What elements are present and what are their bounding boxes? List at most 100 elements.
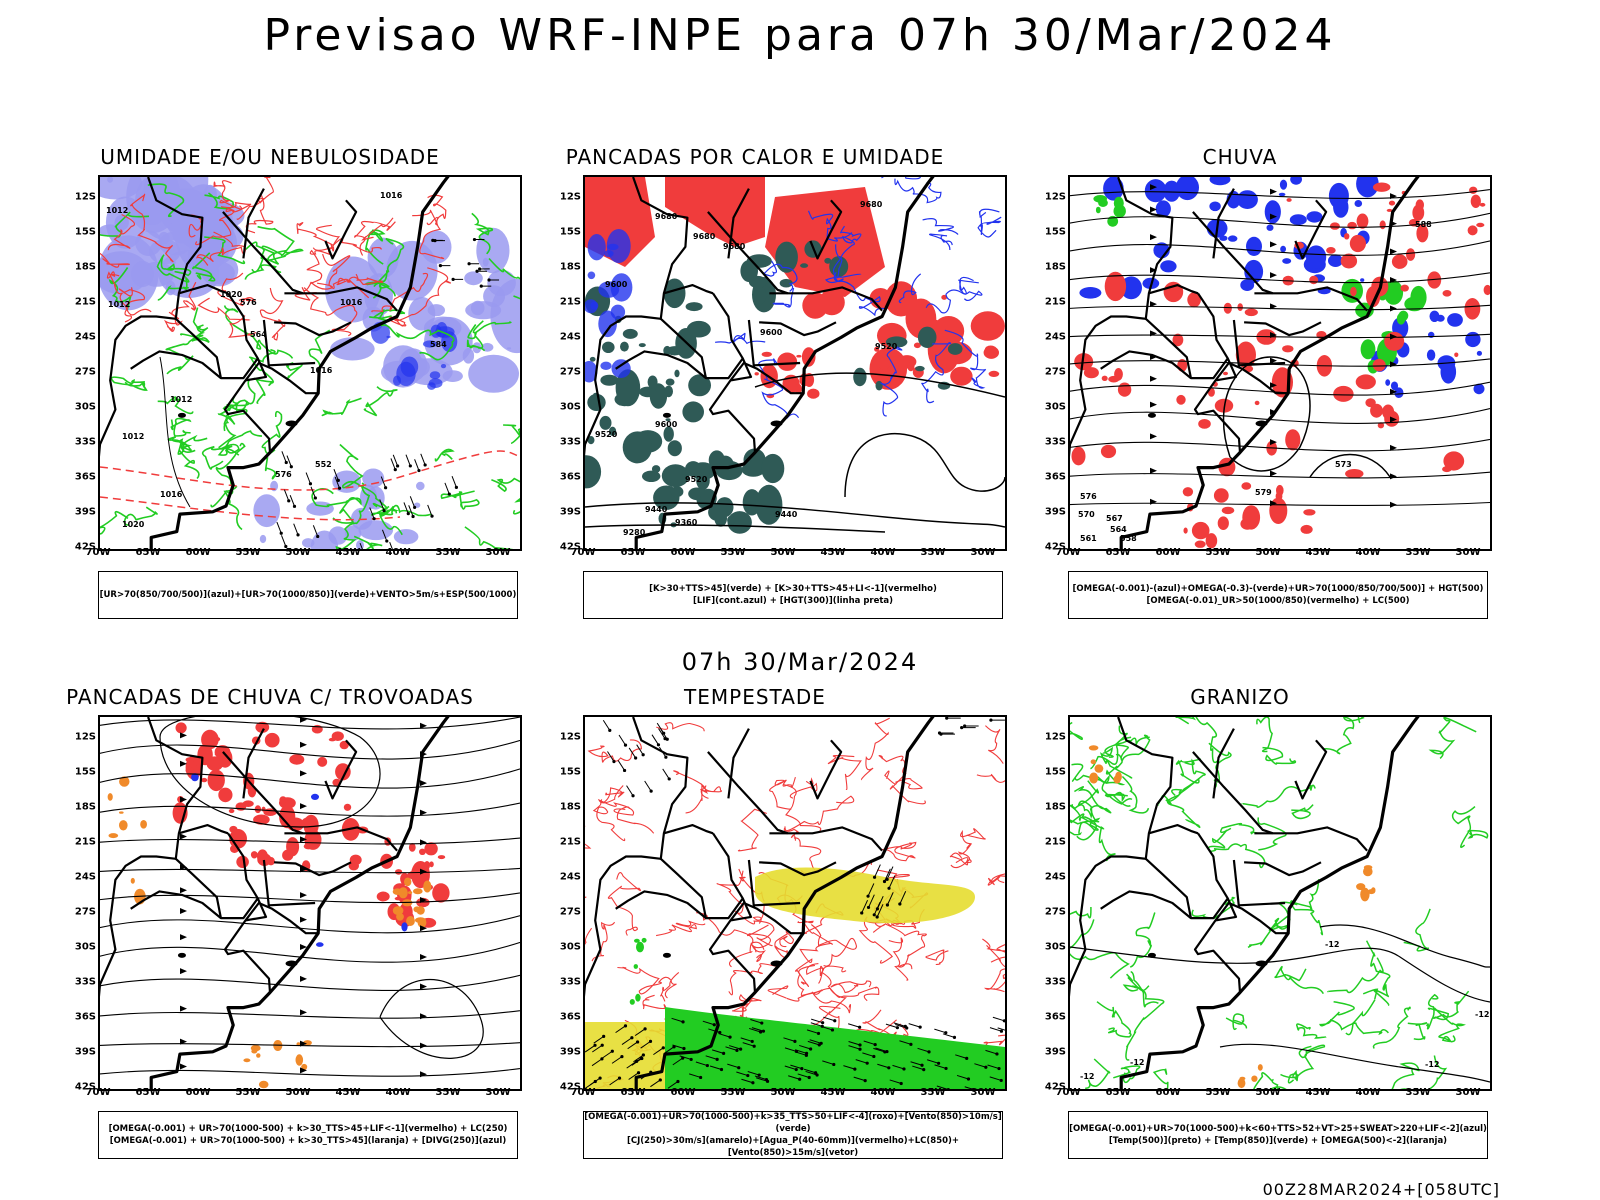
- unstable-area: [413, 906, 421, 913]
- instability-area: [907, 361, 915, 372]
- thunderstorm-area: [207, 769, 225, 792]
- wind-vector: [964, 1086, 974, 1089]
- wind-vector: [656, 743, 661, 747]
- thunderstorm-area: [424, 842, 438, 856]
- thickness-contour: [107, 213, 136, 251]
- lif-contour: [978, 208, 1000, 227]
- wind-vector: [956, 1074, 969, 1080]
- latitude-tick-label: 30S: [74, 941, 96, 953]
- thunderstorm-panel: PANCADAS DE CHUVA C/ TROVOADAS 12S 15S 18S 2…: [30, 685, 522, 1159]
- wind-vector: [893, 1022, 906, 1027]
- state-border: [130, 890, 222, 919]
- legend-box: [K>30+TTS>45](verde) + [K>30+TTS>45+LI<-…: [583, 571, 1003, 619]
- thickness-contour: [419, 194, 447, 260]
- rain-area: [1198, 419, 1211, 429]
- wind-vector: [942, 1033, 955, 1038]
- wind-vector: [406, 512, 410, 516]
- wind-vector: [952, 1035, 957, 1039]
- state-border: [147, 717, 204, 834]
- temperature-850-contour: [1407, 1021, 1428, 1041]
- wind-vector: [908, 1023, 921, 1028]
- streamline-arrow: [1150, 498, 1157, 505]
- longitude-tick-label: 35W: [920, 547, 946, 558]
- wind-vector: [634, 756, 638, 760]
- omega-area: [1175, 177, 1199, 201]
- heat-humidity-area: [686, 320, 711, 338]
- streamline-arrow: [1390, 501, 1397, 508]
- heat-humidity-area: [666, 346, 683, 356]
- omega-area: [1209, 201, 1221, 212]
- omega-area: [1429, 310, 1440, 322]
- contour-label: 573: [1335, 460, 1352, 469]
- precipitable-water-contour: [885, 908, 925, 929]
- height-contour: [1070, 381, 1490, 396]
- state-border: [1244, 321, 1322, 337]
- lif-contour: [922, 218, 959, 235]
- latitude-tick-label: 39S: [74, 506, 96, 518]
- streamline-arrow: [420, 983, 427, 990]
- instability-area: [754, 372, 759, 376]
- omega-500-area: [1094, 764, 1104, 773]
- low-level-humidity-contour: [108, 267, 132, 311]
- wind-vector: [800, 1067, 804, 1071]
- wind-vector: [754, 1075, 767, 1081]
- thunderstorm-area: [255, 721, 270, 733]
- height-contour: [1070, 212, 1490, 228]
- wind-vector: [751, 1027, 764, 1032]
- wind-vector: [793, 1039, 797, 1043]
- low-level-humidity-contour: [261, 410, 283, 480]
- wind-vector: [895, 1023, 907, 1029]
- heat-humidity-area: [647, 375, 658, 389]
- precipitable-water-contour: [806, 963, 880, 1002]
- wind-vector: [667, 1081, 679, 1089]
- contour-label: 9360: [675, 518, 698, 527]
- rain-area: [1300, 524, 1313, 534]
- divergence-area: [191, 773, 199, 782]
- latitude-tick-label: 42S: [1044, 541, 1066, 553]
- heat-humidity-area: [602, 341, 615, 353]
- heat-showers-panel: PANCADAS POR CALOR E UMIDADE 12S 15S 18S 21S…: [515, 145, 1007, 619]
- streamline-arrow: [1270, 382, 1277, 389]
- temperature-500-contour: [1070, 946, 1490, 1003]
- contour-label: 9600: [655, 420, 678, 429]
- heat-humidity-area: [800, 263, 809, 268]
- precipitable-water-contour: [728, 963, 780, 996]
- omega-area: [1264, 200, 1281, 224]
- heat-humidity-area: [643, 473, 650, 478]
- temperature-850-contour: [1070, 780, 1100, 819]
- heat-humidity-area: [761, 453, 785, 484]
- lif-contour: [762, 260, 798, 292]
- wind-vector: [284, 544, 288, 549]
- low-level-humidity-contour: [471, 212, 494, 255]
- state-border: [729, 901, 804, 935]
- longitude-tick-label: 35W: [920, 1087, 946, 1098]
- humidity-area: [470, 300, 485, 316]
- wind-vector: [592, 1044, 603, 1053]
- temperature-850-contour: [1122, 973, 1143, 992]
- humidity-area: [306, 501, 334, 516]
- omega-area: [1282, 258, 1292, 264]
- low-level-humidity-contour: [177, 434, 208, 480]
- humidity-area: [420, 230, 452, 264]
- streamline-arrow: [300, 836, 307, 843]
- humidity-area: [114, 214, 129, 231]
- precipitable-water-contour: [656, 920, 706, 937]
- humidity-area: [302, 538, 315, 548]
- unstable-area: [417, 918, 427, 928]
- longitude-tick-label: 65W: [620, 1087, 646, 1098]
- omega-area: [1306, 211, 1323, 223]
- omega-500-area: [1239, 1076, 1246, 1081]
- wind-vector: [672, 1057, 683, 1066]
- precipitable-water-contour: [797, 964, 852, 1014]
- latitude-tick-label: 39S: [1044, 1046, 1066, 1058]
- temperature-850-contour: [1225, 1013, 1248, 1031]
- state-border: [274, 321, 352, 337]
- lif-contour: [898, 273, 922, 304]
- thickness-contour: [412, 209, 439, 226]
- contour-label: -12: [1475, 1010, 1489, 1019]
- rain-area: [1379, 220, 1386, 230]
- temperature-850-contour: [1113, 1065, 1141, 1084]
- humidity-area: [158, 231, 170, 245]
- contour-label: 1012: [106, 206, 128, 215]
- latitude-tick-label: 33S: [1044, 436, 1066, 448]
